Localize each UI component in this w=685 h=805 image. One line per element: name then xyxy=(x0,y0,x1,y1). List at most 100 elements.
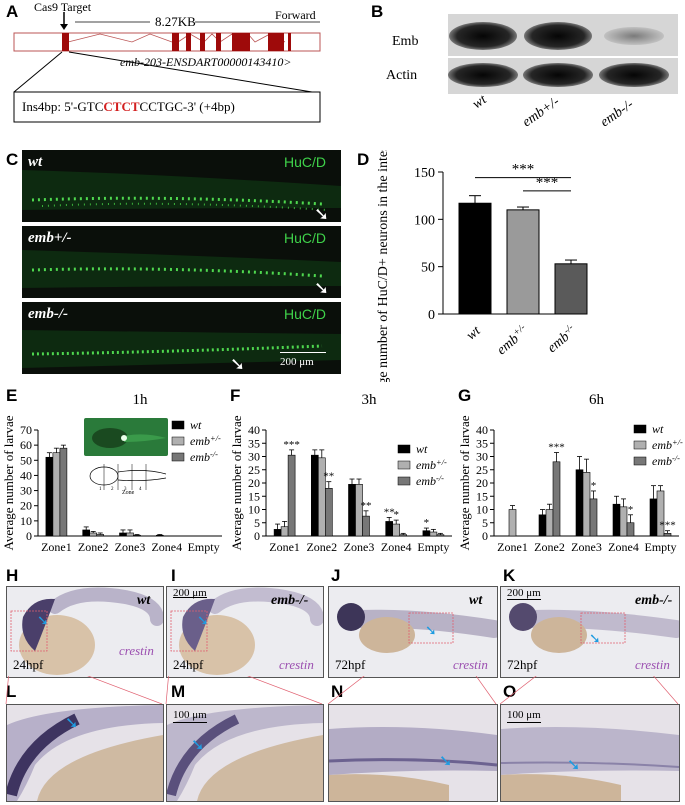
significance-label: *** xyxy=(283,439,300,451)
scale-label-m: 100 μm xyxy=(173,709,207,721)
bar xyxy=(59,447,68,537)
arrow-icon: ➘ xyxy=(439,753,453,770)
bar xyxy=(287,454,296,537)
bar xyxy=(318,457,326,537)
zoom-line-left xyxy=(13,51,63,93)
band-actin-het xyxy=(523,63,593,87)
arrow-icon: ➘ xyxy=(314,278,330,298)
zoom-line-right xyxy=(68,51,313,93)
fish-marker-het: HuC/D xyxy=(284,230,327,246)
bar xyxy=(96,534,104,537)
panel-label-b: B xyxy=(371,2,384,21)
exon-7 xyxy=(268,33,284,51)
y-axis-label: Average number of larvae xyxy=(1,415,16,550)
legend-label: emb-/- xyxy=(416,474,444,489)
insertion-box xyxy=(13,91,321,123)
cas9-target-label: Cas9 Target xyxy=(34,0,92,14)
legend-swatch xyxy=(171,420,185,430)
bar xyxy=(133,534,141,537)
arrow-icon: ➘ xyxy=(191,737,205,754)
bar xyxy=(385,521,393,537)
panel-label-i: I xyxy=(171,566,176,585)
bar xyxy=(538,514,547,537)
ish-panel-k: 200 μm emb-/- 72hpf crestin ➘ xyxy=(500,586,680,678)
ish-genotype-i: emb-/- xyxy=(271,593,309,608)
y-tick-label: 30 xyxy=(476,450,488,464)
scale-label-o: 100 μm xyxy=(507,709,541,721)
significance-label: *** xyxy=(548,442,565,454)
y-tick-label: 20 xyxy=(20,499,32,513)
bar xyxy=(554,263,588,315)
y-tick-label: 40 xyxy=(476,423,488,437)
seq-prefix: Ins4bp: 5'-GTC xyxy=(22,99,104,114)
x-tick-label: Zone3 xyxy=(344,540,375,554)
panel-label-c: C xyxy=(6,150,19,169)
ish-probe-i: crestin xyxy=(279,657,314,672)
significance-label: ** xyxy=(384,506,395,518)
significance-label: ** xyxy=(361,500,372,512)
larva-photo-drawing xyxy=(92,428,166,448)
fish-ko-drawing xyxy=(22,330,341,368)
scale-bar xyxy=(280,352,326,353)
bar xyxy=(82,529,90,537)
seq-insert: CTCT xyxy=(103,99,140,114)
target-arrowhead xyxy=(60,24,68,30)
zoom-m-drawing xyxy=(167,705,323,801)
bar xyxy=(649,498,658,537)
exon-4 xyxy=(200,33,205,51)
band-emb-het xyxy=(524,22,592,50)
panel-label-a: A xyxy=(6,2,19,21)
bar xyxy=(399,534,407,537)
y-tick-label: 10 xyxy=(20,514,32,528)
bar xyxy=(508,509,517,537)
zoom-l-drawing xyxy=(7,705,163,801)
x-tick-label: Zone4 xyxy=(608,540,639,554)
legend-label: emb-/- xyxy=(190,450,218,465)
bar xyxy=(589,498,598,537)
ish-stage-j: 72hpf xyxy=(335,657,366,672)
bar xyxy=(311,454,319,537)
legend-label: wt xyxy=(652,422,664,436)
arrow-icon: ➘ xyxy=(230,354,246,374)
panel-label-h: H xyxy=(6,566,19,585)
scale-label-i: 200 μm xyxy=(173,587,207,599)
y-tick-label: 150 xyxy=(414,166,435,181)
y-tick-label: 50 xyxy=(421,261,435,276)
x-tick-label: Empty xyxy=(645,540,677,554)
bar xyxy=(458,202,492,315)
chart-title: 3h xyxy=(362,392,378,408)
significance-label: *** xyxy=(536,175,559,191)
legend-label: emb+/- xyxy=(416,458,447,473)
x-tick-label: Zone1 xyxy=(497,540,528,554)
ish-panel-m: 100 μm ➘ xyxy=(166,704,324,802)
ish-stage-k: 72hpf xyxy=(507,657,538,672)
arrow-icon: ➘ xyxy=(65,715,79,732)
bar xyxy=(619,506,628,537)
legend-swatch xyxy=(171,436,185,446)
significance-label: *** xyxy=(512,162,535,178)
y-tick-label: 0 xyxy=(482,529,488,543)
insertion-sequence: Ins4bp: 5'-GTCCTCTCCTGC-3' (+4bp) xyxy=(22,99,235,115)
svg-text:4: 4 xyxy=(139,487,142,492)
exon-3 xyxy=(186,33,191,51)
transcript-label: emb-203-ENSDART00000143410> xyxy=(120,55,292,69)
fish-wt-drawing xyxy=(22,170,341,211)
bar xyxy=(89,532,97,537)
fish-marker-ko: HuC/D xyxy=(284,306,327,322)
y-tick-label: 0 xyxy=(428,308,435,323)
embryo-k-drawing xyxy=(509,603,679,653)
exon-2 xyxy=(172,33,179,51)
x-tick-label: Zone2 xyxy=(78,540,109,554)
panel-label-d: D xyxy=(357,150,370,169)
bar xyxy=(436,534,445,537)
legend-swatch xyxy=(397,444,411,454)
fish-genotype-het: emb+/- xyxy=(28,230,72,246)
y-tick-label: 25 xyxy=(248,463,260,477)
y-tick-label: 70 xyxy=(20,423,32,437)
bar xyxy=(119,532,127,537)
y-tick-label: 0 xyxy=(254,529,260,543)
embryo-j-drawing xyxy=(337,603,497,653)
panel-label-g: G xyxy=(458,386,472,405)
x-tick-label: Zone2 xyxy=(534,540,565,554)
